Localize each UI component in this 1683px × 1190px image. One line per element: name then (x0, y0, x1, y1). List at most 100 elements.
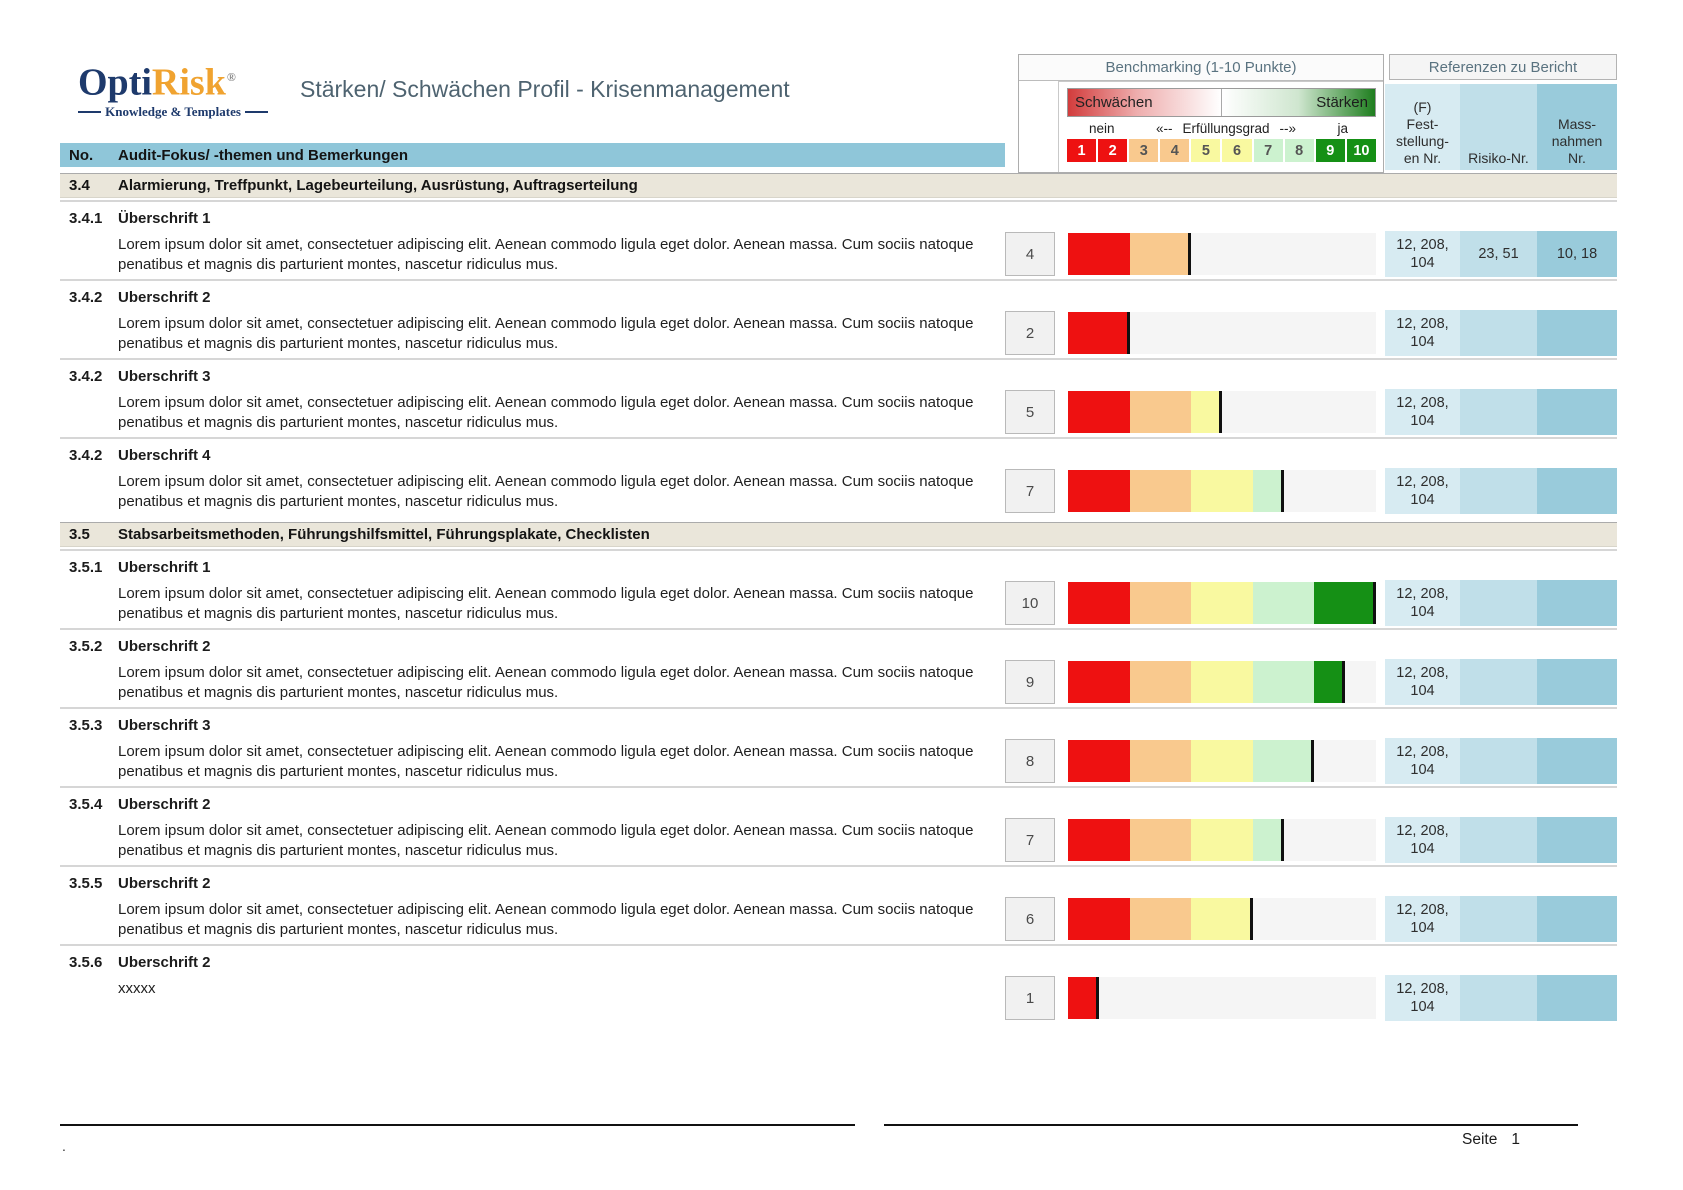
ref-cell-massnahmen (1537, 896, 1617, 942)
registered-mark: ® (226, 70, 236, 84)
logo-brand: OptiRisk® (78, 58, 268, 102)
bar-marker (1342, 661, 1346, 703)
score-value: 1 (1025, 989, 1035, 1007)
item-heading: Uberschrift 2 (118, 638, 211, 655)
ref-cell-risiko (1460, 817, 1537, 863)
ref-cell-risiko (1460, 659, 1537, 705)
benchmarking-panel: Benchmarking (1-10 Punkte) Schwächen Stä… (1018, 54, 1384, 173)
item-row: 3.4.2 Uberschrift 2 Lorem ipsum dolor si… (60, 279, 1617, 358)
benchmarking-title: Benchmarking (1-10 Punkte) (1019, 55, 1383, 81)
bar-marker (1095, 977, 1099, 1019)
score-box: 1 (1005, 976, 1055, 1020)
bar-segment-lgreen (1252, 470, 1284, 512)
bar-marker (1219, 391, 1222, 433)
scale-cell: 8 (1284, 139, 1314, 162)
bar-segment-lgreen (1252, 819, 1284, 861)
tagline-text: Knowledge & Templates (105, 103, 241, 119)
bar-marker (1126, 312, 1130, 354)
audit-table-body: 3.4 Alarmierung, Treffpunkt, Lagebeurtei… (60, 173, 1617, 1023)
ref-cell-massnahmen (1537, 580, 1617, 626)
item-no: 3.5.5 (69, 875, 103, 892)
ref-cell-feststellung: 12, 208, 104 (1385, 468, 1460, 514)
section-title: Stabsarbeitsmethoden, Führungshilfsmitte… (118, 526, 650, 543)
references-column-headers: (F) Fest- stellung- en Nr. Risiko-Nr. Ma… (1385, 84, 1617, 170)
item-row: 3.4.1 Überschrift 1 Lorem ipsum dolor si… (60, 200, 1617, 279)
bar-segment-lgreen (1252, 661, 1315, 703)
ref-cell-massnahmen (1537, 738, 1617, 784)
legend-caption: «-- Erfüllungsgrad --» (1156, 121, 1296, 136)
item-body: Lorem ipsum dolor sit amet, consectetuer… (118, 664, 974, 701)
item-body: Lorem ipsum dolor sit amet, consectetuer… (118, 822, 974, 859)
strength-label: Stärken (1316, 94, 1368, 111)
ref-cell-risiko (1460, 975, 1537, 1021)
bar-segment-yellow (1191, 898, 1253, 940)
item-body: Lorem ipsum dolor sit amet, consectetuer… (118, 901, 974, 938)
item-body: Lorem ipsum dolor sit amet, consectetuer… (118, 315, 974, 352)
bar-segment-yellow (1191, 582, 1253, 624)
score-box: 9 (1005, 660, 1055, 704)
bar-segment-orange (1129, 661, 1192, 703)
item-no: 3.4.1 (69, 210, 103, 227)
bar-marker (1188, 233, 1192, 275)
bar-segment-orange (1129, 582, 1192, 624)
benchmarking-content: Schwächen Stärken nein «-- Erfüllungsgra… (1058, 81, 1383, 172)
ref-cell-risiko (1460, 310, 1537, 356)
benchmark-bar (1068, 977, 1376, 1019)
audit-table: No. Audit-Fokus/ -themen und Bemerkungen… (60, 143, 1617, 1023)
benchmark-bar (1068, 233, 1376, 275)
references-panel: Referenzen zu Bericht (F) Fest- stellung… (1385, 54, 1617, 170)
score-box: 5 (1005, 390, 1055, 434)
section-row: 3.5 Stabsarbeitsmethoden, Führungshilfsm… (60, 522, 1617, 547)
footer-page-number: 1 (1511, 1131, 1520, 1148)
legend-arrow-right: --» (1279, 120, 1297, 136)
score-value: 10 (1021, 594, 1039, 612)
bar-segment-red (1068, 391, 1130, 433)
ref-cell-feststellung: 12, 208, 104 (1385, 738, 1460, 784)
legend-ja: ja (1337, 120, 1348, 136)
ref-cell-feststellung: 12, 208, 104 (1385, 389, 1460, 435)
ref-col-header-risiko: Risiko-Nr. (1460, 84, 1537, 170)
strength-gradient: Stärken (1221, 89, 1375, 116)
benchmark-bar (1068, 819, 1376, 861)
scale-cell: 7 (1253, 139, 1283, 162)
section-row: 3.4 Alarmierung, Treffpunkt, Lagebeurtei… (60, 173, 1617, 198)
bar-marker (1249, 898, 1253, 940)
table-header-no: No. (69, 146, 94, 164)
score-box: 7 (1005, 469, 1055, 513)
item-row: 3.4.2 Uberschrift 3 Lorem ipsum dolor si… (60, 358, 1617, 437)
scale-cell: 6 (1222, 139, 1252, 162)
footer-page: Seite 1 (1462, 1131, 1520, 1149)
bar-marker (1311, 740, 1315, 782)
tagline-rule-left (78, 110, 102, 113)
footer-rule-right (884, 1124, 1578, 1126)
bar-segment-orange (1129, 740, 1192, 782)
item-heading: Uberschrift 2 (118, 875, 211, 892)
bar-segment-red (1068, 740, 1130, 782)
tagline-rule-right (244, 110, 269, 113)
ref-cell-feststellung: 12, 208, 104 (1385, 659, 1460, 705)
bar-segment-red (1068, 312, 1130, 354)
section-no: 3.5 (69, 526, 90, 543)
bar-segment-dgreen (1314, 582, 1376, 624)
bar-segment-orange (1129, 233, 1192, 275)
score-value: 6 (1025, 910, 1035, 928)
bar-segment-yellow (1191, 661, 1253, 703)
bar-segment-orange (1129, 391, 1192, 433)
item-heading: Überschrift 1 (118, 210, 211, 227)
score-box: 10 (1005, 581, 1055, 625)
ref-cell-massnahmen: 10, 18 (1537, 231, 1617, 277)
scale-cell: 1 (1067, 139, 1097, 162)
bar-segment-red (1068, 470, 1130, 512)
page-title: Stärken/ Schwächen Profil - Krisenmanage… (300, 76, 790, 102)
ref-cell-risiko (1460, 468, 1537, 514)
score-box: 7 (1005, 818, 1055, 862)
ref-cell-risiko: 23, 51 (1460, 231, 1537, 277)
score-value: 2 (1025, 324, 1035, 342)
score-box: 4 (1005, 232, 1055, 276)
item-no: 3.5.1 (69, 559, 103, 576)
strength-weakness-gradient: Schwächen Stärken (1067, 88, 1376, 117)
score-value: 7 (1025, 482, 1035, 500)
benchmark-bar (1068, 582, 1376, 624)
table-header-topic: Audit-Fokus/ -themen und Bemerkungen (118, 146, 409, 164)
